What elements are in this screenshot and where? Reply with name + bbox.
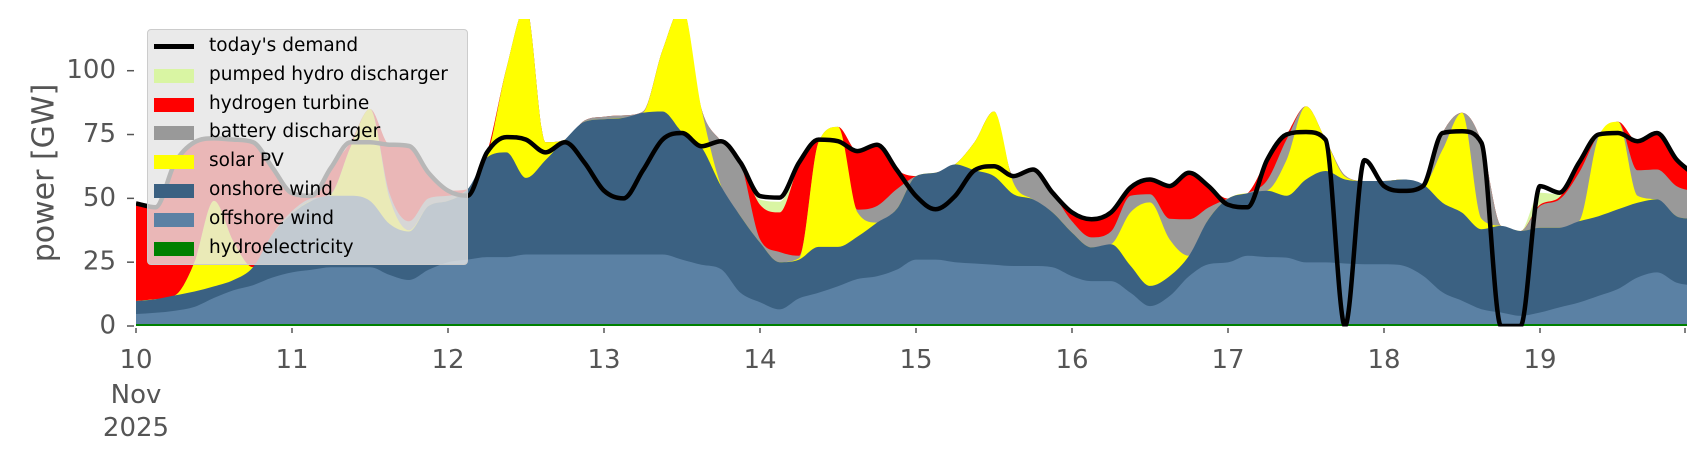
x-tick-label: 15 bbox=[899, 345, 932, 375]
y-axis: 0 25 50 75 100 bbox=[66, 55, 134, 341]
y-axis-label: power [GW] bbox=[27, 84, 62, 263]
legend-swatch bbox=[154, 184, 194, 198]
legend-swatch bbox=[154, 126, 194, 140]
y-tick-label: 75 bbox=[83, 119, 116, 149]
legend-label: hydrogen turbine bbox=[209, 93, 370, 114]
legend-label: battery discharger bbox=[209, 121, 381, 142]
legend-item-demand: today's demand bbox=[148, 32, 467, 61]
legend-swatch bbox=[154, 155, 194, 169]
legend-swatch bbox=[154, 242, 194, 256]
legend-item-pumped-hydro: pumped hydro discharger bbox=[148, 61, 467, 90]
y-tick-label: 0 bbox=[99, 311, 116, 341]
x-tick-sublabel: Nov bbox=[111, 380, 162, 410]
x-tick-label: 12 bbox=[431, 345, 464, 375]
legend-item-battery: battery discharger bbox=[148, 118, 467, 147]
legend-swatch bbox=[154, 69, 194, 83]
legend-item-hydrogen-turbine: hydrogen turbine bbox=[148, 90, 467, 119]
legend-line-swatch bbox=[154, 44, 194, 49]
stacked-areas bbox=[136, 19, 1687, 326]
x-tick-label: 14 bbox=[743, 345, 776, 375]
legend-label: hydroelectricity bbox=[209, 237, 354, 258]
x-tick-label: 19 bbox=[1523, 345, 1556, 375]
legend-item-solar: solar PV bbox=[148, 147, 467, 176]
x-tick-label: 10 bbox=[119, 345, 152, 375]
y-tick-label: 25 bbox=[83, 247, 116, 277]
x-tick-sublabel: 2025 bbox=[103, 413, 169, 443]
legend-item-offshore-wind: offshore wind bbox=[148, 205, 467, 234]
legend-swatch bbox=[154, 213, 194, 227]
x-tick-label: 16 bbox=[1055, 345, 1088, 375]
legend-item-onshore-wind: onshore wind bbox=[148, 176, 467, 205]
x-tick-label: 13 bbox=[587, 345, 620, 375]
legend: today's demand pumped hydro discharger h… bbox=[147, 29, 468, 265]
y-tick-label: 100 bbox=[66, 55, 116, 85]
legend-label: pumped hydro discharger bbox=[209, 64, 448, 85]
y-tick-label: 50 bbox=[83, 183, 116, 213]
legend-label: today's demand bbox=[209, 35, 359, 56]
x-tick-label: 17 bbox=[1211, 345, 1244, 375]
legend-item-hydroelectricity: hydroelectricity bbox=[148, 234, 467, 263]
legend-label: onshore wind bbox=[209, 179, 333, 200]
area-hydroelectricity bbox=[136, 324, 1687, 326]
area-offshore-wind bbox=[136, 254, 1687, 326]
x-tick-label: 11 bbox=[275, 345, 308, 375]
x-tick-label: 18 bbox=[1367, 345, 1400, 375]
legend-swatch bbox=[154, 98, 194, 112]
legend-label: offshore wind bbox=[209, 208, 334, 229]
legend-label: solar PV bbox=[209, 150, 284, 171]
